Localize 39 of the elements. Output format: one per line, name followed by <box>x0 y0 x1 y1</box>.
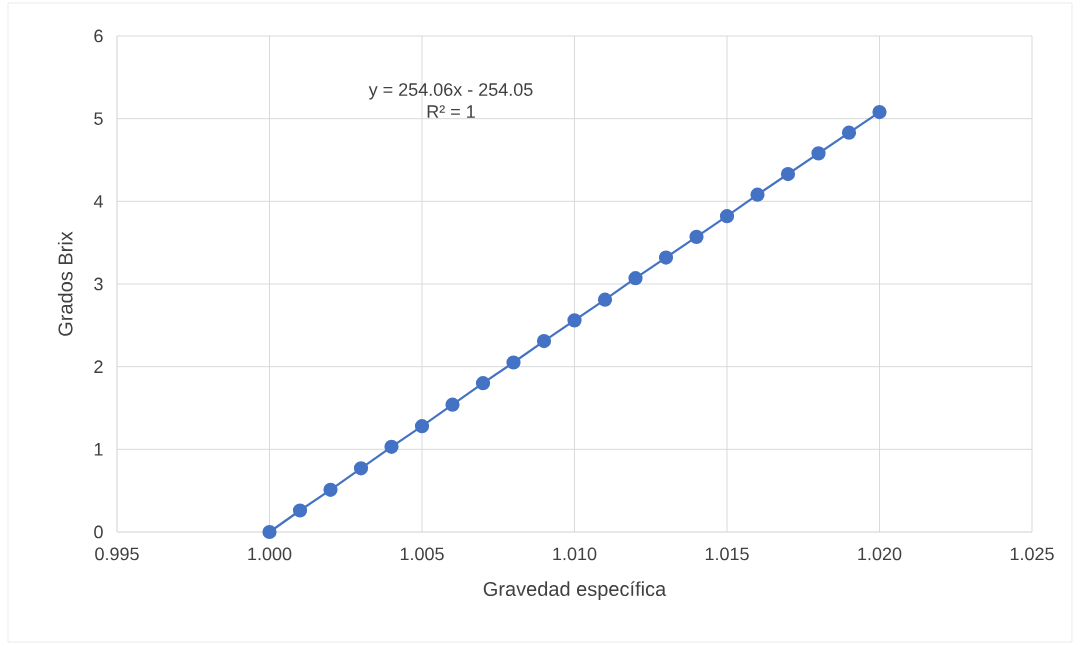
point <box>811 146 826 161</box>
point <box>689 229 704 244</box>
point <box>353 461 369 476</box>
y-tick-label: 2 <box>94 360 103 373</box>
point <box>567 313 582 328</box>
x-tick-label: 1.020 <box>858 547 902 561</box>
y-tick-label: 4 <box>93 195 103 208</box>
point <box>384 439 399 454</box>
point <box>536 333 552 349</box>
x-tick-label: 1.000 <box>248 547 292 561</box>
x-tick-label: 1.015 <box>705 547 749 561</box>
point <box>872 104 887 120</box>
x-tick-label: 1.010 <box>553 547 597 561</box>
annotation: y = 254.06x - 254.05 <box>368 83 533 100</box>
point <box>597 292 613 307</box>
y-tick-label: 5 <box>94 112 103 125</box>
point <box>262 524 277 540</box>
point <box>475 376 491 391</box>
y-tick-label: 1 <box>94 443 103 456</box>
point <box>780 166 796 182</box>
annotation: R² = 1 <box>427 105 475 118</box>
x-axis-title: Gravedad específica <box>483 581 667 601</box>
point <box>628 271 643 286</box>
point <box>292 503 308 518</box>
point <box>323 482 338 497</box>
point <box>841 125 857 140</box>
y-tick-label: 6 <box>94 29 103 43</box>
point <box>750 187 765 202</box>
x-tick-label: 1.005 <box>400 547 444 561</box>
point <box>506 355 521 370</box>
x-tick-label: 1.025 <box>1010 547 1054 561</box>
x-tick-label: 0.995 <box>95 547 139 561</box>
y-tick-label: 0 <box>94 525 103 539</box>
y-tick-label: 3 <box>94 277 103 291</box>
point <box>658 250 674 265</box>
point <box>719 209 735 224</box>
point <box>414 419 430 434</box>
point <box>445 397 460 412</box>
y-axis-title: Grados Brix <box>57 231 73 336</box>
